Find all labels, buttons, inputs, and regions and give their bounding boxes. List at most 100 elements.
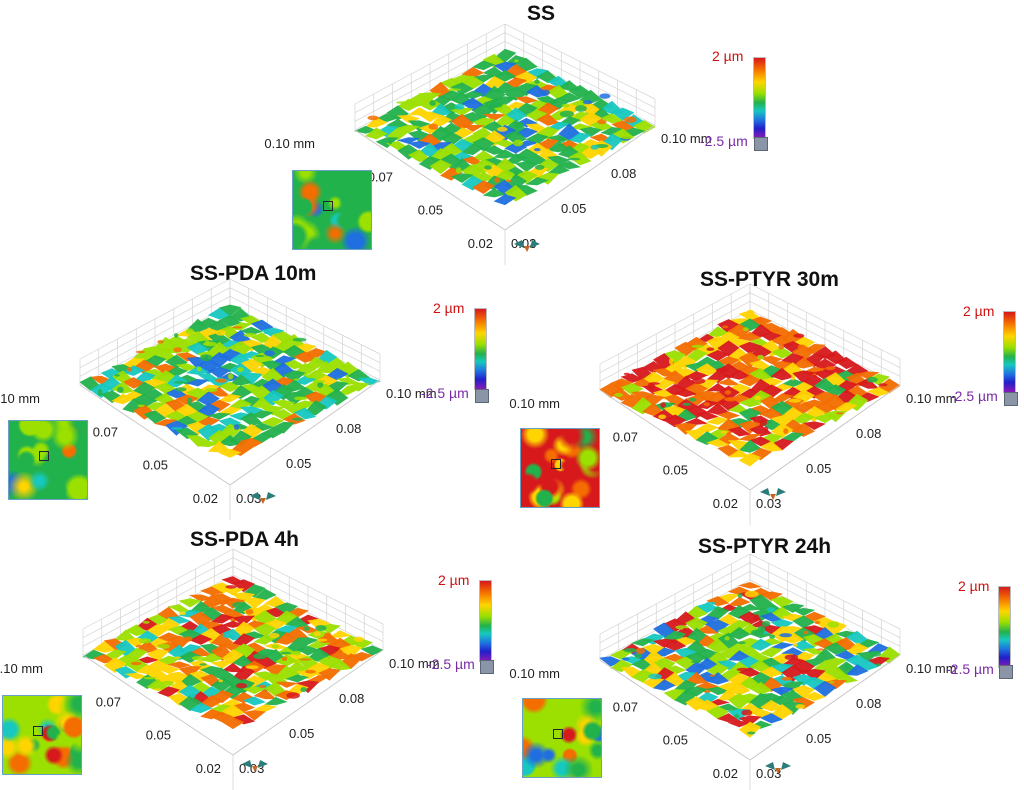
grid-line: [749, 292, 901, 368]
surface-patch: [759, 612, 783, 622]
surface-patch: [186, 379, 210, 387]
colorbar-settings-icon[interactable]: [1004, 392, 1018, 406]
surface-feature: [759, 419, 768, 426]
surface-patch: [282, 359, 306, 370]
view-orientation-icon[interactable]: [248, 490, 278, 506]
surface-feature: [126, 367, 133, 372]
surface-feature: [137, 404, 145, 407]
surface-feature: [781, 676, 793, 681]
colorbar: [753, 57, 766, 139]
surface-patch: [547, 97, 570, 110]
axes: [599, 384, 901, 525]
colorbar-settings-icon[interactable]: [475, 389, 489, 403]
view-orientation-icon[interactable]: [512, 238, 542, 254]
surface-feature: [143, 676, 157, 680]
surface-feature: [658, 414, 667, 420]
left-tick-label: 0.07: [93, 424, 118, 439]
surface-patch: [674, 656, 698, 670]
surface-feature: [136, 350, 145, 354]
right-tick-label: 0.05: [561, 201, 586, 216]
surface-patch: [253, 671, 277, 682]
grid-line: [232, 557, 384, 633]
view-orientation-icon[interactable]: [240, 758, 270, 774]
surface-feature: [558, 136, 566, 143]
surface-feature: [778, 687, 784, 695]
overview-thumbnail[interactable]: [522, 698, 602, 778]
surface-feature: [316, 638, 328, 642]
surface-feature: [620, 134, 633, 140]
overview-thumbnail[interactable]: [2, 695, 82, 775]
surface-feature: [534, 164, 545, 170]
surface-patch: [493, 69, 517, 82]
surface-patch: [429, 159, 452, 175]
surface-feature: [539, 89, 550, 96]
surface-feature: [784, 654, 799, 661]
overview-thumbnail[interactable]: [292, 170, 372, 250]
selection-frame: [39, 451, 49, 461]
y-axis-line: [229, 379, 381, 486]
overview-thumbnail[interactable]: [520, 428, 600, 508]
surface-patch: [293, 407, 317, 420]
surface-patch: [250, 410, 274, 419]
surface-feature: [614, 393, 623, 397]
surface-patch: [706, 370, 730, 383]
left-tick-label: 0.07: [368, 169, 393, 184]
surface-patch: [695, 625, 719, 634]
surface-feature: [844, 663, 852, 670]
surface-patch: [82, 649, 106, 660]
surface-patch: [143, 410, 167, 424]
surface-feature: [97, 389, 103, 396]
selection-frame: [33, 726, 43, 736]
surface-feature: [428, 123, 439, 130]
surface-patch: [328, 630, 352, 638]
surface-feature: [736, 667, 750, 672]
surface-feature: [227, 373, 234, 380]
surface-patch: [221, 620, 245, 628]
surface-feature: [199, 354, 213, 362]
surface-patch: [749, 659, 773, 672]
surface-patch: [685, 348, 708, 362]
panel-title: SS-PDA 4h: [190, 528, 299, 551]
colorbar-settings-icon[interactable]: [754, 137, 768, 151]
surface-patch: [716, 703, 741, 711]
surface-feature: [793, 333, 805, 338]
grid-line: [229, 287, 381, 363]
surface-patch: [685, 696, 708, 711]
left-tick-label: 0.02: [193, 491, 218, 506]
surface-patch: [759, 355, 783, 365]
back-wall-grid: [599, 553, 901, 661]
surface-patch: [250, 366, 274, 377]
surface-feature: [746, 309, 755, 316]
surface-feature: [173, 381, 187, 384]
right-tick-label: 0.05: [286, 456, 311, 471]
surface-patch: [599, 656, 623, 667]
colorbar-settings-icon[interactable]: [999, 665, 1013, 679]
surface-feature: [724, 636, 730, 641]
grid-line: [79, 296, 231, 377]
view-orientation-icon[interactable]: [763, 760, 793, 776]
surface-patch: [738, 374, 762, 387]
surface-feature: [795, 704, 805, 709]
surface-feature: [158, 643, 170, 649]
left-tick-label: 0.02: [196, 761, 221, 776]
surface-feature: [762, 620, 771, 627]
surface-patch: [770, 347, 794, 359]
view-orientation-icon[interactable]: [758, 486, 788, 502]
surface-patch: [240, 358, 263, 373]
surface-patch: [178, 695, 202, 712]
left-tick-label: 0.02: [713, 766, 738, 781]
surface-feature: [300, 687, 307, 693]
surface-feature: [648, 673, 662, 680]
surface-feature: [186, 397, 193, 405]
surface-patch: [802, 676, 826, 690]
surface-patch: [207, 412, 232, 420]
left-tick-label: 0.10 mm: [509, 396, 560, 411]
surface-feature: [582, 100, 593, 105]
surface-feature: [196, 366, 202, 372]
colorbar-max-label: 2 µm: [958, 578, 990, 594]
surface-patch: [218, 393, 242, 403]
surface-feature: [173, 347, 182, 353]
overview-thumbnail[interactable]: [8, 420, 88, 500]
colorbar-settings-icon[interactable]: [480, 660, 494, 674]
surface-patch: [229, 412, 253, 421]
